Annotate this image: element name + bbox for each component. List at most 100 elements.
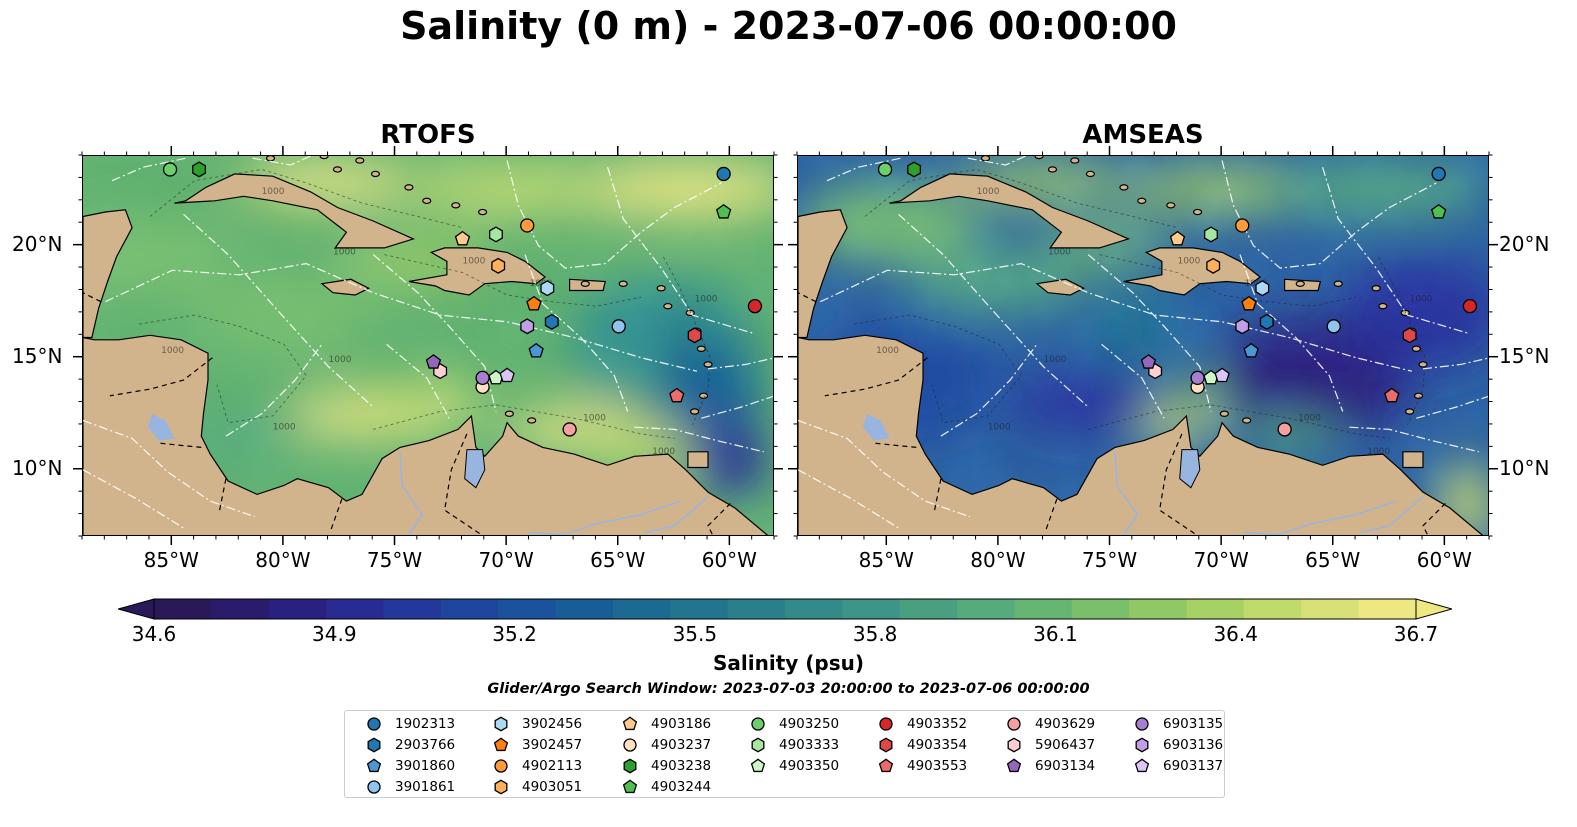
legend-item: 3901860 xyxy=(365,756,455,776)
colorbar-swatch xyxy=(1243,599,1302,619)
circle-icon xyxy=(494,759,508,773)
colorbar-swatch xyxy=(899,599,958,619)
legend-marker-icon xyxy=(623,758,637,774)
colorbar-swatch xyxy=(1358,599,1417,619)
hexagon-icon xyxy=(494,779,508,795)
legend-marker-icon xyxy=(1135,737,1149,753)
isobaths xyxy=(853,168,1426,439)
float-6903136 xyxy=(1235,318,1250,335)
float-3902457 xyxy=(1241,295,1257,311)
yucatan-land xyxy=(83,209,133,339)
cuba-land xyxy=(174,173,416,249)
float-6903136 xyxy=(520,318,535,335)
float-4903186 xyxy=(1169,230,1186,246)
legend-label: 4903238 xyxy=(651,758,712,774)
pentagon-icon xyxy=(878,758,894,773)
legend-marker-icon xyxy=(493,737,509,752)
legend-item: 4903333 xyxy=(749,735,839,755)
legend-item: 6903135 xyxy=(1133,714,1223,734)
legend-label: 4903051 xyxy=(522,779,583,795)
colorbar-swatch xyxy=(670,599,729,619)
colorbar-tick-label: 34.6 xyxy=(131,622,177,646)
float-4902113 xyxy=(520,218,535,233)
circle-icon xyxy=(1135,717,1149,731)
legend-label: 3902457 xyxy=(522,737,583,753)
legend-marker-icon xyxy=(366,758,382,773)
legend-label: 4903250 xyxy=(779,716,840,732)
svg-text:1000: 1000 xyxy=(1410,295,1433,305)
colorbar-swatch xyxy=(727,599,786,619)
boundary-lines xyxy=(798,156,1488,529)
float-markers xyxy=(877,161,1478,437)
legend-marker-icon xyxy=(622,716,638,731)
legend-label: 4903333 xyxy=(779,737,840,753)
colorbar-tick-label: 36.7 xyxy=(1393,622,1439,646)
legend-marker-icon xyxy=(367,737,381,753)
colorbar-swatch xyxy=(211,599,270,619)
svg-text:1000: 1000 xyxy=(1177,257,1200,267)
colorbar-swatch xyxy=(957,599,1015,619)
legend-label: 4903186 xyxy=(651,716,712,732)
frame-ticks xyxy=(788,146,1498,545)
legend-marker-icon xyxy=(751,737,765,753)
legend-label: 1902313 xyxy=(395,716,456,732)
circle-icon xyxy=(367,717,381,731)
panel-title-amseas: AMSEAS xyxy=(1082,120,1204,150)
jamaica-land xyxy=(1035,278,1086,296)
lon-label: 70°W xyxy=(478,548,534,572)
lakes xyxy=(862,413,1201,489)
lon-label: 60°W xyxy=(1416,548,1472,572)
svg-text:1000: 1000 xyxy=(1367,447,1390,457)
boundary-lines xyxy=(83,156,773,529)
pentagon-icon xyxy=(1134,758,1150,773)
svg-text:1000: 1000 xyxy=(1048,248,1071,258)
svg-text:1000: 1000 xyxy=(1044,355,1067,365)
lon-label: 75°W xyxy=(1081,548,1138,572)
pentagon-icon xyxy=(493,737,509,752)
lon-label: 75°W xyxy=(366,548,423,572)
svg-text:1000: 1000 xyxy=(583,413,606,423)
legend-item: 4903350 xyxy=(749,756,839,776)
pentagon-icon xyxy=(622,779,638,794)
rivers xyxy=(399,451,709,535)
legend-label: 2903766 xyxy=(395,737,456,753)
borders xyxy=(83,292,731,535)
float-6903135 xyxy=(475,370,490,386)
lat-label-right: 10°N xyxy=(1499,455,1550,480)
legend-label: 6903137 xyxy=(1163,758,1224,774)
float-4903553 xyxy=(1384,387,1400,403)
float-1902313 xyxy=(716,166,731,182)
legend-marker-icon xyxy=(1135,717,1149,731)
legend-item: 6903137 xyxy=(1133,756,1223,776)
colorbar-tick-label: 35.8 xyxy=(852,622,898,646)
float-4903250 xyxy=(877,162,893,177)
legend-item: 6903136 xyxy=(1133,735,1223,755)
float-4903553 xyxy=(669,387,685,403)
circle-icon xyxy=(367,780,381,794)
svg-text:1000: 1000 xyxy=(652,447,675,457)
svg-text:1000: 1000 xyxy=(876,346,899,356)
lat-label-right: 15°N xyxy=(1499,343,1550,368)
colorbar-swatch xyxy=(498,599,557,619)
colorbar-swatch xyxy=(842,599,901,619)
legend-item: 4903354 xyxy=(877,735,967,755)
colorbar-swatch xyxy=(440,599,499,619)
float-4902113 xyxy=(1235,218,1250,233)
colorbar-tick-label: 34.9 xyxy=(312,622,357,646)
colorbar xyxy=(118,598,1452,620)
legend-marker-icon xyxy=(879,717,893,731)
svg-text:1000: 1000 xyxy=(262,187,285,197)
circle-icon xyxy=(1007,717,1021,731)
colorbar-tick-label: 35.2 xyxy=(492,622,537,646)
legend-label: 4903350 xyxy=(779,758,840,774)
colorbar-tick-label: 36.4 xyxy=(1213,622,1258,646)
legend: 1902313 2903766 3901860 3901861 3902456 39024… xyxy=(344,710,1225,798)
lon-label: 65°W xyxy=(1305,548,1361,572)
legend-marker-icon xyxy=(494,779,508,795)
svg-text:1000: 1000 xyxy=(161,346,184,356)
pentagon-icon xyxy=(622,716,638,731)
land-layer xyxy=(83,156,769,535)
legend-item: 4903237 xyxy=(621,735,711,755)
